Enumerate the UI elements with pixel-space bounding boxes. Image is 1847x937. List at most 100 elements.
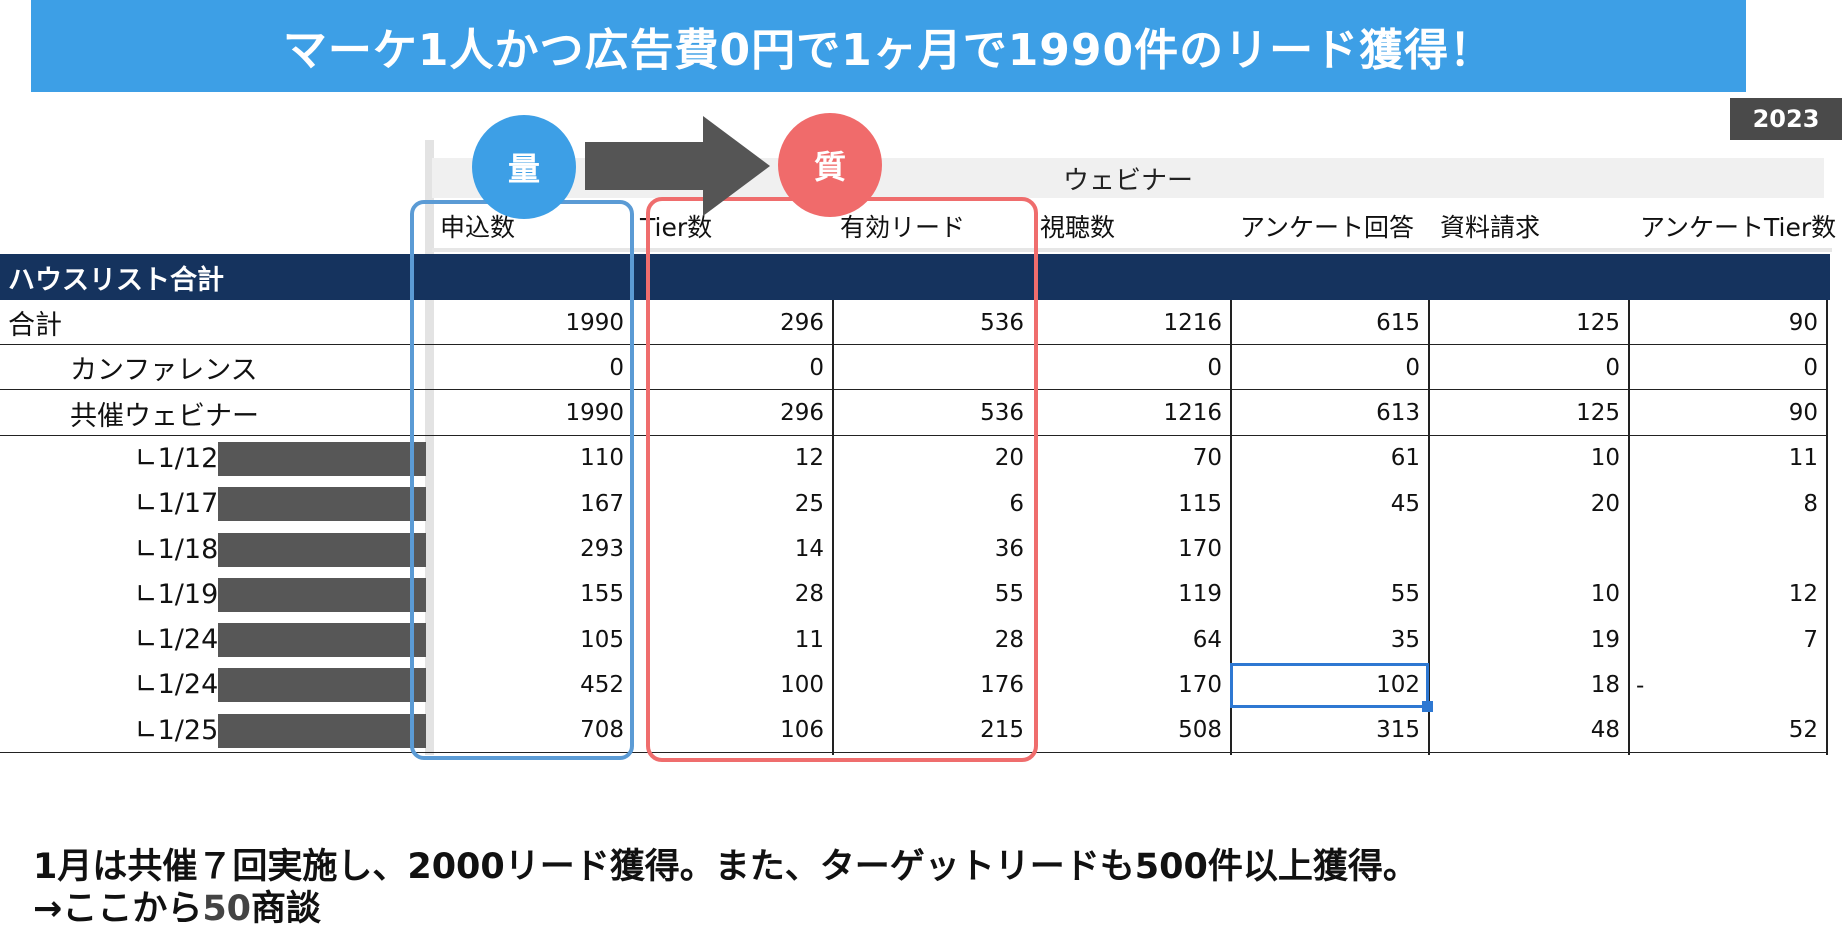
table-cell[interactable]: 155: [580, 581, 624, 608]
quantity-highlight-box: [410, 200, 634, 760]
table-cell[interactable]: 293: [580, 536, 624, 562]
table-cell[interactable]: 12: [1788, 581, 1818, 608]
column-header-applications[interactable]: 申込数: [440, 213, 516, 242]
row-label[interactable]: カンファレンス: [70, 355, 258, 387]
table-cell[interactable]: 1216: [1163, 400, 1222, 427]
table-cell[interactable]: 176: [980, 671, 1024, 698]
table-cell[interactable]: [1230, 527, 1428, 572]
table-cell[interactable]: 115: [1178, 490, 1222, 517]
column-header-document-requests[interactable]: 資料請求: [1440, 213, 1541, 242]
table-cell[interactable]: 90: [1788, 400, 1818, 427]
table-cell[interactable]: 11: [1788, 445, 1818, 472]
table-cell[interactable]: 1990: [565, 309, 624, 336]
table-cell[interactable]: 11: [794, 626, 824, 653]
table-cell[interactable]: 35: [1390, 626, 1420, 653]
table-cell[interactable]: 296: [780, 400, 824, 427]
table-cell[interactable]: 536: [980, 400, 1024, 427]
table-cell[interactable]: 0: [1405, 354, 1420, 381]
redacted-event-name: [218, 532, 426, 567]
row-label[interactable]: ∟1/25: [135, 714, 219, 746]
column-header-views[interactable]: 視聴数: [1040, 213, 1116, 242]
table-cell[interactable]: 170: [1178, 536, 1222, 562]
table-cell[interactable]: [1628, 662, 1826, 707]
table-cell[interactable]: 64: [1192, 626, 1222, 653]
table-cell[interactable]: 18: [1590, 671, 1620, 698]
table-cell[interactable]: 25: [794, 490, 824, 517]
table-cell[interactable]: 167: [580, 490, 624, 517]
table-cell[interactable]: 14: [794, 536, 824, 562]
row-label[interactable]: 合計: [8, 310, 62, 341]
quantity-marker: 量: [472, 115, 576, 219]
redacted-event-name: [218, 487, 426, 522]
table-cell[interactable]: 52: [1788, 717, 1818, 744]
table-cell[interactable]: [1428, 527, 1628, 572]
table-cell[interactable]: 0: [1207, 354, 1222, 381]
column-divider: [1826, 300, 1828, 755]
table-row: 合計 1990 296 536 1216 615 125 90: [0, 300, 1828, 345]
table-cell[interactable]: 61: [1390, 445, 1420, 472]
table-cell[interactable]: 12: [794, 445, 824, 472]
table-cell[interactable]: 613: [1376, 400, 1420, 427]
table-cell[interactable]: 125: [1576, 309, 1620, 336]
column-header-survey-responses[interactable]: アンケート回答: [1240, 213, 1415, 242]
table-cell[interactable]: 615: [1376, 309, 1420, 336]
table-cell[interactable]: 6: [1009, 490, 1024, 517]
row-label[interactable]: ∟1/18: [135, 533, 219, 565]
table-cell[interactable]: 36: [994, 536, 1024, 562]
selected-cell[interactable]: [1230, 663, 1429, 708]
arrow-right-icon: [585, 116, 770, 216]
table-cell[interactable]: 19: [1590, 626, 1620, 653]
row-label[interactable]: ∟1/19: [135, 578, 219, 610]
column-header-valid-leads[interactable]: 有効リード: [840, 213, 966, 242]
table-cell[interactable]: 536: [980, 309, 1024, 336]
table-cell[interactable]: 20: [994, 445, 1024, 472]
table-cell[interactable]: 452: [580, 671, 624, 698]
table-cell[interactable]: 90: [1788, 309, 1818, 336]
table-row: 共催ウェビナー 1990 296 536 1216 613 125 90: [0, 391, 1828, 436]
table-cell[interactable]: 20: [1590, 490, 1620, 517]
column-header-survey-tier-count[interactable]: アンケートTier数: [1640, 213, 1837, 242]
table-cell[interactable]: 110: [580, 445, 624, 472]
table-cell[interactable]: 708: [580, 717, 624, 744]
row-label[interactable]: 共催ウェビナー: [70, 400, 259, 432]
table-cell[interactable]: 48: [1590, 717, 1620, 744]
row-label[interactable]: ∟1/12: [135, 442, 219, 474]
table-cell[interactable]: 28: [994, 626, 1024, 653]
table-cell[interactable]: 125: [1576, 400, 1620, 427]
table-cell[interactable]: 508: [1178, 717, 1222, 744]
table-cell[interactable]: 0: [609, 354, 624, 381]
table-cell[interactable]: 296: [780, 309, 824, 336]
table-cell[interactable]: 0: [1803, 354, 1818, 381]
table-cell[interactable]: 55: [994, 581, 1024, 608]
row-label[interactable]: ∟1/24: [135, 624, 219, 656]
row-label[interactable]: ∟1/24: [135, 669, 219, 701]
table-cell[interactable]: 170: [1178, 671, 1222, 698]
table-cell[interactable]: 215: [980, 717, 1024, 744]
table-cell[interactable]: 0: [809, 354, 824, 381]
table-cell[interactable]: 119: [1178, 581, 1222, 608]
fill-handle[interactable]: [1422, 701, 1433, 712]
table-cell[interactable]: 102: [1376, 671, 1420, 698]
table-row: ∟1/25 708 106 215 508 315 48 52: [0, 708, 1828, 753]
table-row: ∟1/18 293 14 36 170: [0, 527, 1828, 572]
table-cell[interactable]: 45: [1390, 490, 1420, 517]
table-cell[interactable]: 55: [1390, 581, 1420, 608]
table-cell[interactable]: [1628, 527, 1826, 572]
section-header-house-list[interactable]: ハウスリスト合計: [0, 254, 1830, 300]
table-cell[interactable]: 70: [1192, 445, 1222, 472]
table-cell[interactable]: 0: [1605, 354, 1620, 381]
table-cell[interactable]: 1990: [565, 400, 624, 427]
table-cell[interactable]: 106: [780, 717, 824, 744]
table-cell[interactable]: 105: [580, 626, 624, 653]
table-cell[interactable]: 7: [1803, 626, 1818, 653]
table-cell[interactable]: 28: [794, 581, 824, 608]
table-cell[interactable]: 8: [1803, 490, 1818, 517]
column-header-tier-count[interactable]: Tier数: [640, 213, 713, 242]
table-cell[interactable]: 10: [1590, 581, 1620, 608]
table-cell[interactable]: 315: [1376, 717, 1420, 744]
table-cell[interactable]: 10: [1590, 445, 1620, 472]
table-cell[interactable]: 1216: [1163, 309, 1222, 336]
header-underline: [432, 248, 1832, 252]
table-cell[interactable]: 100: [780, 671, 824, 698]
row-label[interactable]: ∟1/17: [135, 488, 219, 520]
